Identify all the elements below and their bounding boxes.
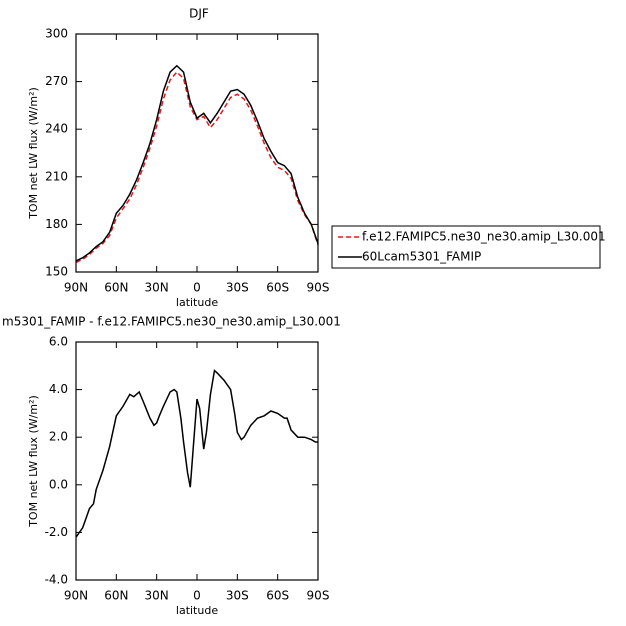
x-tick-label: 90S	[307, 589, 330, 603]
x-tick-label: 0	[193, 589, 201, 603]
data-line	[75, 369, 318, 538]
x-tick-label: 90N	[64, 281, 88, 295]
y-tick-label: 300	[45, 27, 68, 41]
x-tick-label: 60S	[266, 281, 289, 295]
x-tick-label: 90N	[64, 589, 88, 603]
y-tick-label: -2.0	[45, 525, 68, 539]
y-tick-label: 180	[45, 217, 68, 231]
y-tick-label: 4.0	[49, 382, 68, 396]
y-tick-label: -4.0	[45, 573, 68, 587]
chart-title: m5301_FAMIP - f.e12.FAMIPC5.ne30_ne30.am…	[2, 315, 341, 329]
x-tick-label: 30N	[145, 281, 169, 295]
x-tick-label: 60N	[104, 281, 128, 295]
x-tick-label: 30S	[226, 281, 249, 295]
plot-frame	[75, 341, 319, 581]
x-tick-label: 30S	[226, 589, 249, 603]
data-line	[75, 70, 319, 264]
legend-label: f.e12.FAMIPC5.ne30_ne30.amip_L30.001	[362, 230, 606, 244]
x-tick-label: 0	[193, 281, 201, 295]
y-tick-label: 2.0	[49, 430, 68, 444]
x-axis-title: latitude	[176, 296, 218, 309]
x-axis-title: latitude	[176, 604, 218, 617]
y-tick-label: 6.0	[49, 335, 68, 349]
y-tick-label: 210	[45, 169, 68, 183]
x-tick-label: 60S	[266, 589, 289, 603]
chart-title: DJF	[189, 7, 209, 21]
data-line	[75, 64, 319, 262]
y-tick-label: 240	[45, 122, 68, 136]
x-tick-label: 30N	[145, 589, 169, 603]
y-tick-label: 150	[45, 265, 68, 279]
plot-frame	[75, 33, 319, 273]
legend-label: 60Lcam5301_FAMIP	[362, 250, 481, 264]
legend-box	[331, 225, 601, 269]
x-tick-label: 60N	[104, 589, 128, 603]
y-tick-label: 0.0	[49, 477, 68, 491]
y-tick-label: 270	[45, 74, 68, 88]
x-tick-label: 90S	[307, 281, 330, 295]
y-axis-title: TOM net LW flux (W/m²)	[27, 87, 40, 220]
y-axis-title: TOM net LW flux (W/m²)	[27, 395, 40, 528]
